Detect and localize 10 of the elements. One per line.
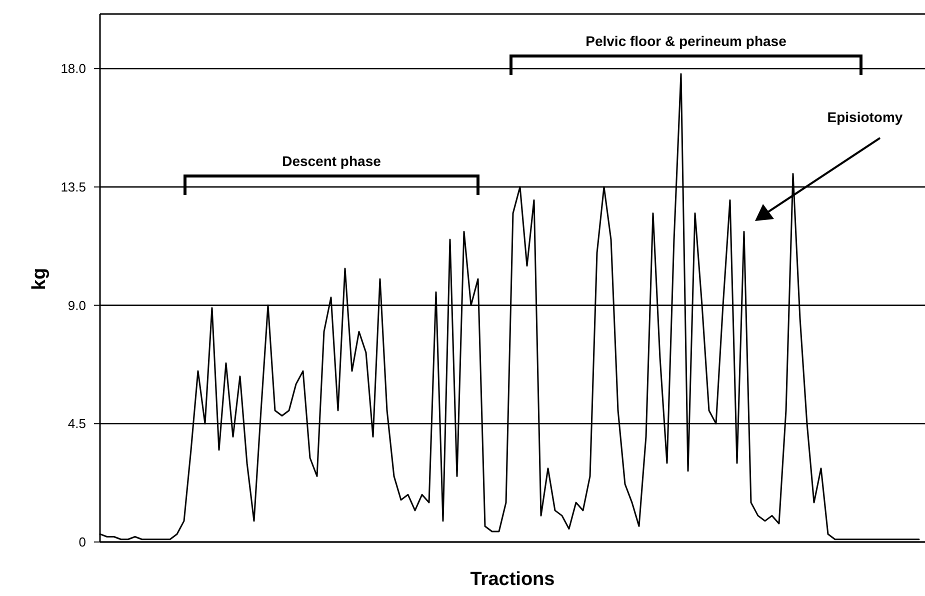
y-tick-label: 4.5	[68, 416, 86, 432]
x-axis-title: Tractions	[470, 569, 555, 590]
y-tick-label: 9.0	[68, 298, 86, 313]
annotation: Pelvic floor & perineum phase	[586, 33, 787, 49]
y-tick-label: 18.0	[60, 61, 86, 76]
y-tick-label: 13.5	[60, 180, 86, 194]
annotation: Descent phase	[282, 153, 382, 169]
annotation: Episiotomy	[827, 109, 903, 125]
y-tick-label: 0	[78, 534, 86, 550]
y-axis-title: kg	[29, 268, 50, 290]
